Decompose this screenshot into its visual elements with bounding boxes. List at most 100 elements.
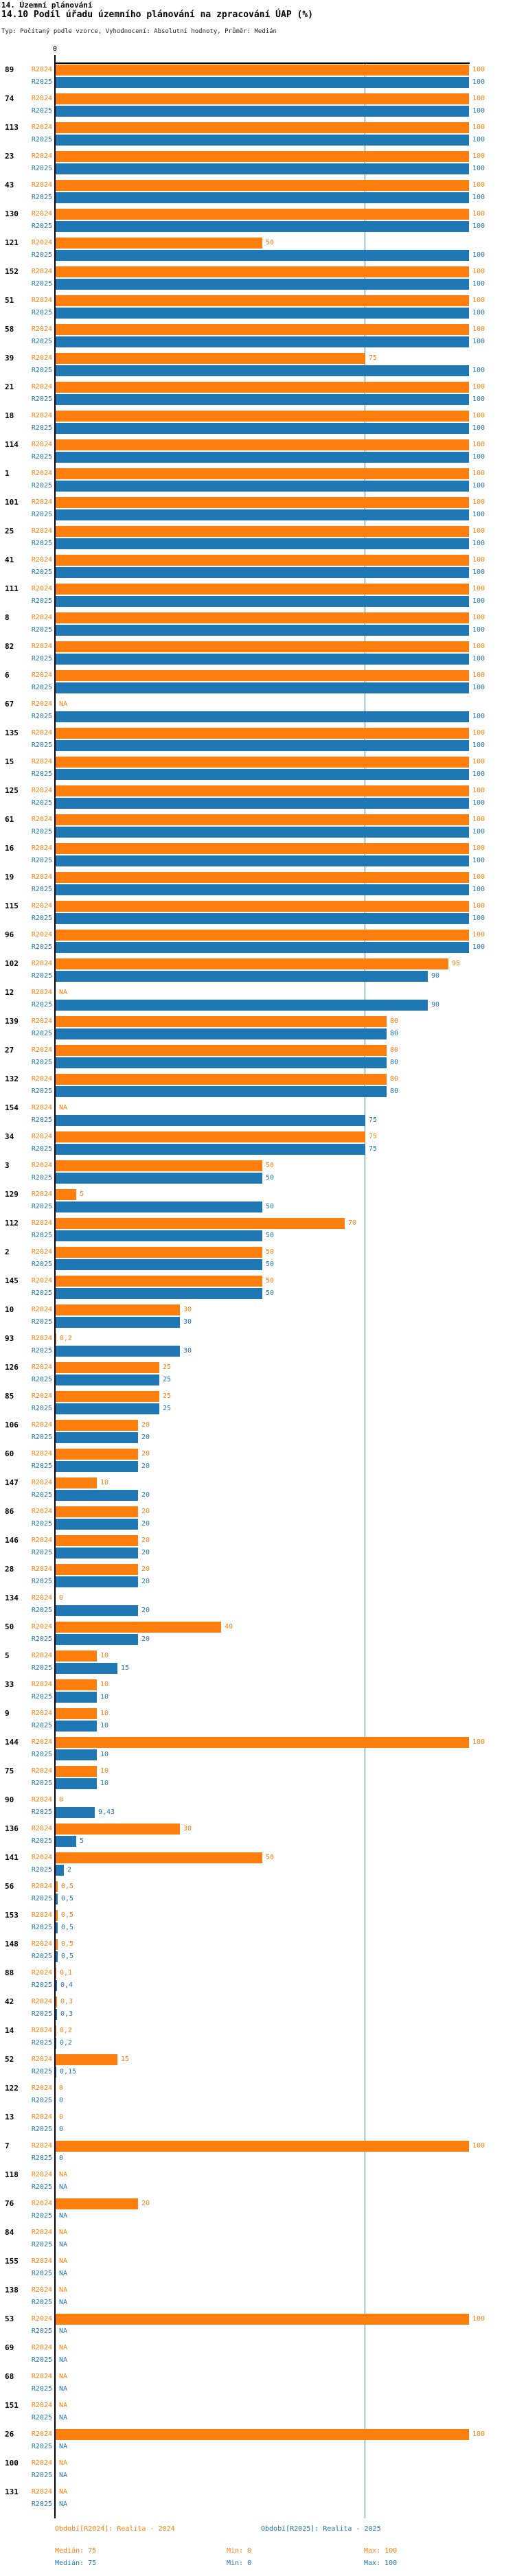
bar-r2025 xyxy=(56,1490,138,1501)
bar-r2024 xyxy=(56,1564,138,1575)
bar-r2025 xyxy=(56,682,469,693)
bar-r2025 xyxy=(56,308,469,319)
bar-r2025 xyxy=(56,1432,138,1443)
series-label-r2025: R2025 xyxy=(31,1751,52,1758)
series-label-r2025: R2025 xyxy=(31,2126,52,2133)
value-label-r2025: NA xyxy=(59,2414,68,2422)
bar-r2024 xyxy=(56,1362,159,1373)
series-label-r2025: R2025 xyxy=(31,2385,52,2393)
bar-r2025 xyxy=(56,596,469,607)
value-label-r2025: 100 xyxy=(472,367,485,374)
series-label-r2024: R2024 xyxy=(31,470,52,477)
value-label-r2024: 0,5 xyxy=(61,1883,74,1890)
series-label-r2025: R2025 xyxy=(31,222,52,230)
series-label-r2025: R2025 xyxy=(31,1116,52,1124)
series-label-r2025: R2025 xyxy=(31,770,52,778)
row-id-label: 136 xyxy=(5,1824,19,1833)
row-id-label: 154 xyxy=(5,1103,19,1112)
value-label-r2025: 100 xyxy=(472,136,485,143)
value-label-r2024: 70 xyxy=(348,1219,357,1227)
row-id-label: 148 xyxy=(5,1940,19,1948)
value-label-r2025: 20 xyxy=(141,1578,150,1585)
series-label-r2024: R2024 xyxy=(31,1479,52,1486)
series-label-r2025: R2025 xyxy=(31,1607,52,1614)
y-axis-line xyxy=(54,62,56,2516)
value-label-r2024: NA xyxy=(59,2344,68,2351)
series-label-r2025: R2025 xyxy=(31,684,52,691)
series-label-r2025: R2025 xyxy=(31,1491,52,1499)
value-label-r2024: 100 xyxy=(472,556,485,564)
value-label-r2025: NA xyxy=(59,2212,68,2220)
indicator-title: 14.10 Podíl úřadu územního plánování na … xyxy=(1,10,313,20)
value-label-r2025: 25 xyxy=(163,1376,172,1383)
value-label-r2024: 25 xyxy=(163,1392,172,1400)
legend-max-2024: Max: 100 xyxy=(364,2547,398,2555)
value-label-r2024: 0,3 xyxy=(60,1998,73,2005)
value-label-r2024: NA xyxy=(59,989,68,996)
value-label-r2024: 10 xyxy=(100,1479,109,1486)
series-label-r2024: R2024 xyxy=(31,1883,52,1890)
value-label-r2025: 10 xyxy=(100,1722,109,1729)
series-label-r2024: R2024 xyxy=(31,1652,52,1659)
value-label-r2024: NA xyxy=(59,2171,68,2178)
series-label-r2024: R2024 xyxy=(31,1565,52,1573)
value-label-r2024: 100 xyxy=(472,412,485,419)
bar-r2024 xyxy=(56,1016,387,1027)
value-label-r2025: 0,5 xyxy=(61,1895,74,1902)
bar-r2024 xyxy=(56,1535,138,1546)
row-id-label: 131 xyxy=(5,2487,19,2496)
series-label-r2024: R2024 xyxy=(31,1248,52,1256)
bar-r2025 xyxy=(56,1922,58,1933)
value-label-r2024: 100 xyxy=(472,527,485,535)
series-label-r2025: R2025 xyxy=(31,2414,52,2422)
value-label-r2024: 100 xyxy=(472,902,485,910)
value-label-r2024: 100 xyxy=(472,383,485,391)
value-label-r2024: 100 xyxy=(472,297,485,304)
series-label-r2024: R2024 xyxy=(31,1133,52,1140)
value-label-r2025: 50 xyxy=(266,1203,275,1210)
bar-r2024 xyxy=(56,757,469,768)
series-label-r2025: R2025 xyxy=(31,2299,52,2306)
value-label-r2024: 100 xyxy=(472,181,485,189)
bar-r2024 xyxy=(56,1218,345,1229)
series-label-r2025: R2025 xyxy=(31,136,52,143)
bar-r2024 xyxy=(56,1391,159,1402)
value-label-r2025: 0,3 xyxy=(60,2010,73,2018)
bar-r2024 xyxy=(56,1997,57,2008)
value-label-r2025: 100 xyxy=(472,280,485,288)
row-id-label: 13 xyxy=(5,2113,14,2121)
bar-r2024 xyxy=(56,1852,262,1863)
value-label-r2025: 100 xyxy=(472,338,485,345)
value-label-r2025: NA xyxy=(59,2270,68,2277)
series-label-r2025: R2025 xyxy=(31,915,52,922)
row-id-label: 43 xyxy=(5,181,14,189)
bar-r2025 xyxy=(56,135,469,146)
series-label-r2025: R2025 xyxy=(31,1578,52,1585)
row-id-label: 1 xyxy=(5,469,10,478)
series-label-r2024: R2024 xyxy=(31,210,52,218)
series-label-r2024: R2024 xyxy=(31,1854,52,1861)
value-label-r2024: 10 xyxy=(100,1652,109,1659)
bar-r2024 xyxy=(56,1910,58,1921)
bar-r2024 xyxy=(56,1651,97,1661)
value-label-r2025: NA xyxy=(59,2183,68,2191)
bar-r2024 xyxy=(56,1824,180,1835)
bar-r2025 xyxy=(56,567,469,578)
row-id-label: 88 xyxy=(5,1968,14,1977)
series-label-r2024: R2024 xyxy=(31,1219,52,1227)
value-label-r2024: 80 xyxy=(390,1017,399,1025)
bar-r2025 xyxy=(56,423,469,434)
bar-r2025 xyxy=(56,163,469,174)
value-label-r2025: 0,15 xyxy=(60,2068,77,2075)
value-label-r2024: 50 xyxy=(266,1277,275,1285)
series-label-r2024: R2024 xyxy=(31,1537,52,1544)
bar-r2024 xyxy=(56,295,469,306)
row-id-label: 27 xyxy=(5,1046,14,1055)
row-id-label: 2 xyxy=(5,1247,10,1256)
value-label-r2025: 0,4 xyxy=(60,1981,73,1989)
row-id-label: 144 xyxy=(5,1738,19,1747)
series-label-r2024: R2024 xyxy=(31,1335,52,1342)
series-label-r2024: R2024 xyxy=(31,556,52,564)
series-label-r2024: R2024 xyxy=(31,2084,52,2092)
